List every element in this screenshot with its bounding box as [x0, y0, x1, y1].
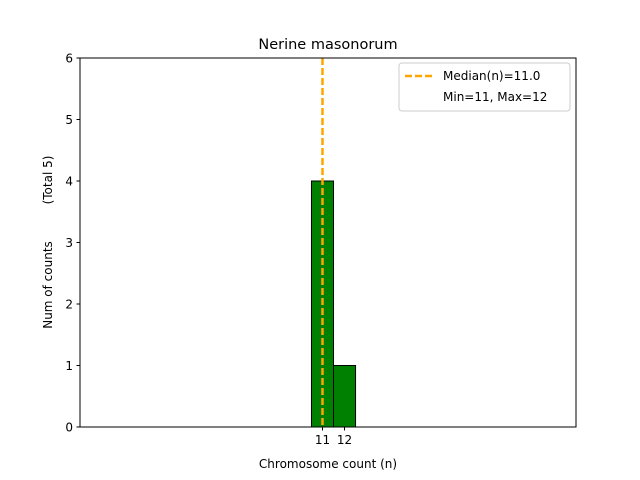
legend-entry-minmax: Min=11, Max=12 [443, 90, 547, 104]
legend-entry-median: Median(n)=11.0 [443, 69, 540, 83]
y-tick-label: 3 [65, 236, 73, 250]
y-tick-label: 0 [65, 421, 73, 435]
x-axis-label: Chromosome count (n) [259, 457, 397, 471]
legend-box [398, 62, 571, 112]
y-tick-label: 5 [65, 113, 73, 127]
x-axis-ticks: 11 12 [315, 427, 352, 447]
chart-title: Nerine masonorum [258, 37, 397, 53]
legend: Median(n)=11.0 Min=11, Max=12 [398, 62, 571, 112]
y-axis-label: Num of counts [41, 241, 55, 329]
y-tick-label: 6 [65, 52, 73, 66]
bars-group [310, 180, 422, 428]
x-tick-label: 11 [315, 433, 330, 447]
y-axis-total-note: (Total 5) [41, 156, 55, 205]
y-tick-label: 1 [65, 359, 73, 373]
y-tick-label: 4 [65, 175, 73, 189]
bar-12 [333, 365, 357, 428]
y-tick-label: 2 [65, 298, 73, 312]
x-tick-label: 12 [337, 433, 352, 447]
y-axis-ticks: 0 1 2 3 4 5 6 [65, 52, 80, 435]
